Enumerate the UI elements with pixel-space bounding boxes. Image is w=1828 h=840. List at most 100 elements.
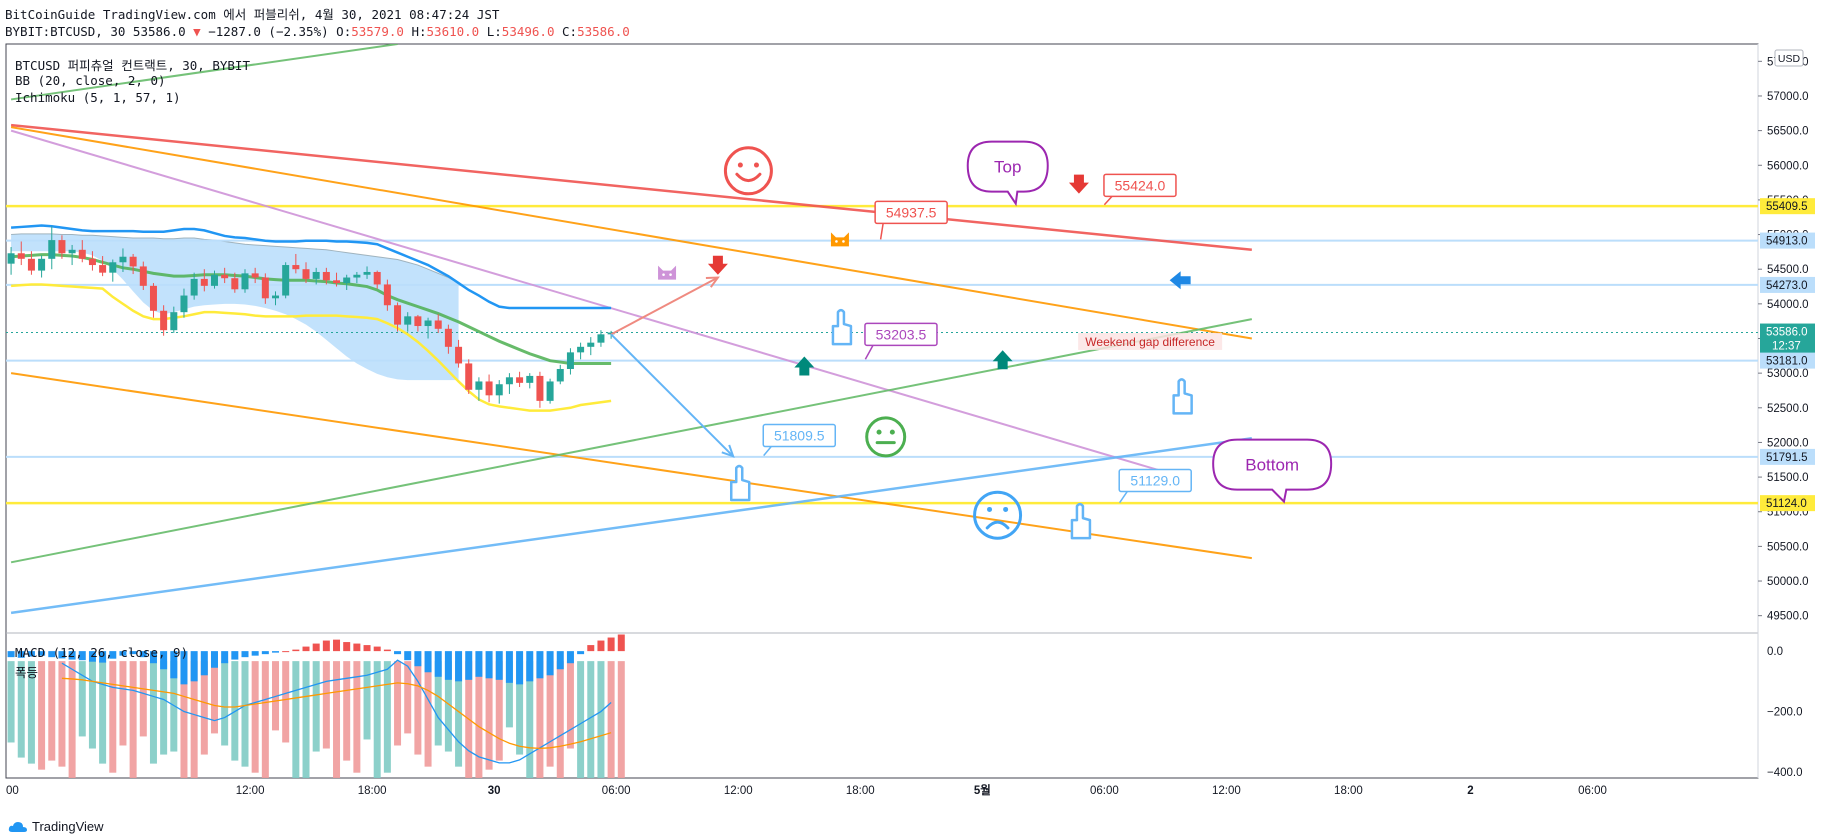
pointing-hand-icon	[729, 464, 751, 502]
callout-box-0	[874, 200, 948, 225]
macd-bar-low	[58, 661, 66, 767]
macd-bar-low	[404, 661, 412, 734]
candle-body	[505, 377, 513, 385]
macd-bar-low	[149, 661, 157, 764]
macd-bar-low	[587, 661, 595, 778]
macd-bar-low	[78, 661, 86, 737]
callout-box-1	[1103, 173, 1177, 198]
neutral-face-eye-icon	[876, 429, 882, 435]
candle-body	[455, 346, 463, 364]
callout-pointer-4	[1118, 491, 1128, 504]
macd-histogram-bar	[48, 651, 56, 658]
callout-box-2	[864, 322, 938, 347]
callout-label-4: 51129.0	[1130, 473, 1180, 489]
macd-tick-label: −400.0	[1767, 767, 1803, 779]
macd-histogram-bar	[88, 651, 96, 662]
trend-line-green-support	[10, 318, 1253, 564]
macd-bar-low	[577, 661, 585, 778]
candle-body	[190, 278, 198, 296]
macd-bar-low	[119, 661, 127, 746]
cat-eye-icon	[842, 240, 845, 243]
down-arrow-icon	[707, 255, 728, 275]
macd-bar-low	[455, 661, 463, 767]
price-badge-label-5: 51791.5	[1766, 452, 1808, 464]
price-badge-label-6: 51124.0	[1766, 498, 1807, 510]
candle-body	[292, 265, 300, 270]
pointing-hand-icon	[1172, 378, 1193, 415]
candle-body	[495, 384, 503, 396]
macd-histogram-bar	[617, 634, 625, 652]
price-badge-label-2: 54273.0	[1766, 280, 1808, 292]
macd-bar-low	[210, 661, 218, 734]
candle-body	[475, 381, 483, 390]
speech-bubble-label-1: Bottom	[1245, 456, 1299, 475]
candle-body	[210, 274, 218, 286]
cloud-logo-icon	[8, 821, 28, 832]
macd-histogram-bar	[292, 649, 300, 652]
macd-histogram-bar	[546, 651, 554, 676]
low-value: 53496.0	[501, 24, 555, 39]
macd-bar-low	[200, 661, 208, 755]
smile-face-eye-icon	[753, 162, 759, 168]
tradingview-logo[interactable]: TradingView	[8, 819, 104, 834]
price-tick-label: 56000.0	[1767, 160, 1809, 172]
macd-bar-low	[170, 661, 178, 752]
macd-bar-low	[38, 661, 46, 770]
macd-histogram-bar	[302, 646, 310, 652]
annotations: 54937.5 55424.0 53203.5 51809.5 51129.0 Top Bo…	[658, 140, 1333, 540]
smile-face-mouth-icon	[735, 172, 762, 183]
price-tick-label: 53000.0	[1767, 368, 1809, 380]
candle-body	[322, 271, 330, 281]
macd-bar-low	[373, 661, 381, 778]
macd-histogram-bar	[68, 651, 76, 660]
macd-histogram-bar	[475, 651, 483, 677]
macd-bar-low	[556, 661, 564, 778]
candle-body	[180, 295, 188, 313]
price-badge-4	[1760, 352, 1815, 369]
candle-body	[27, 258, 35, 271]
candle-body	[526, 375, 534, 383]
macd-histogram-bar	[190, 651, 198, 682]
time-tick-label: 18:00	[358, 785, 387, 797]
macd-bar-low	[17, 661, 25, 758]
trend-line-blue-support	[10, 437, 1252, 615]
macd-histogram-bar	[566, 651, 574, 664]
candle-body	[99, 265, 107, 273]
macd-bar-low	[617, 661, 625, 778]
macd-histogram-bar	[434, 651, 442, 677]
open-value: 53579.0	[351, 24, 404, 39]
candle-body	[343, 277, 351, 284]
change-arrow-icon: ▼	[193, 24, 201, 39]
macd-bar-low	[7, 661, 15, 743]
macd-histogram-bar	[465, 651, 473, 680]
macd-bar-low	[434, 661, 442, 746]
callout-box-3	[762, 423, 837, 448]
macd-bar-low	[597, 661, 605, 778]
legend-title: BTCUSD 퍼피츄얼 컨트랙트, 30, BYBIT	[15, 58, 250, 73]
macd-bar-low	[444, 661, 452, 752]
trend-line-orange-upper	[10, 126, 1252, 340]
speech-bubble-1	[1212, 438, 1333, 504]
time-tick-label: 06:00	[602, 785, 631, 797]
macd-histogram-bar	[383, 649, 391, 652]
macd-bar-low	[139, 661, 147, 737]
candle-body	[160, 310, 168, 331]
left-arrow-icon	[1169, 271, 1191, 290]
macd-bar-low	[536, 661, 544, 778]
candle-body	[251, 273, 259, 278]
bb-upper-line	[11, 224, 612, 310]
projection-arrow-1	[610, 333, 734, 458]
sad-face-icon	[973, 490, 1023, 540]
macd-histogram-bar	[414, 651, 422, 667]
macd-histogram-bar	[597, 640, 605, 652]
candle-body	[434, 320, 442, 329]
currency-box	[1774, 49, 1804, 67]
trend-line-red-resistance	[10, 123, 1252, 252]
macd-histogram-bar	[221, 651, 229, 664]
macd-bar-low	[322, 661, 330, 749]
macd-bar-low	[414, 661, 422, 755]
high-key: H:	[411, 24, 427, 39]
candle-body	[78, 249, 86, 259]
candle-body	[119, 256, 127, 263]
